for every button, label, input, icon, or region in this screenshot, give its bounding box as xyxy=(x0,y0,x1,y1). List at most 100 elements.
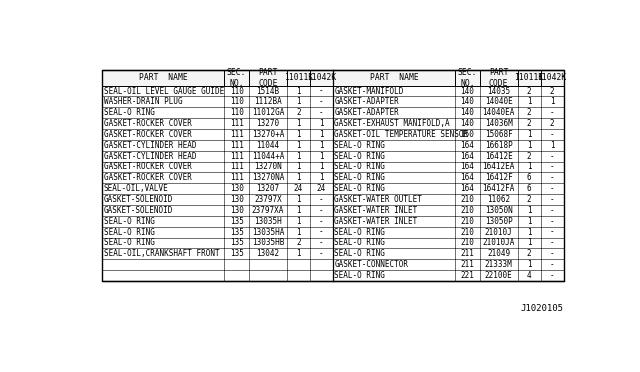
Text: 2: 2 xyxy=(527,195,531,204)
Text: 150: 150 xyxy=(460,130,474,139)
Text: 1: 1 xyxy=(527,260,531,269)
Text: -: - xyxy=(550,130,554,139)
Text: 23797XA: 23797XA xyxy=(252,206,284,215)
Text: -: - xyxy=(550,163,554,171)
Text: 210: 210 xyxy=(460,206,474,215)
Text: 1: 1 xyxy=(296,173,301,182)
Text: 1: 1 xyxy=(527,238,531,247)
Text: 1: 1 xyxy=(550,141,554,150)
Text: 140: 140 xyxy=(460,108,474,117)
Text: 1: 1 xyxy=(527,206,531,215)
Text: 14036M: 14036M xyxy=(484,119,513,128)
Text: SEAL-O RING: SEAL-O RING xyxy=(104,228,155,237)
Text: 24: 24 xyxy=(317,184,326,193)
Text: 135: 135 xyxy=(230,228,244,237)
Text: GASKET-ROCKER COVER: GASKET-ROCKER COVER xyxy=(104,173,192,182)
Text: -: - xyxy=(319,228,324,237)
Text: 1: 1 xyxy=(527,217,531,226)
Text: 1: 1 xyxy=(527,163,531,171)
Text: 164: 164 xyxy=(460,173,474,182)
Text: SEAL-O RING: SEAL-O RING xyxy=(104,217,155,226)
Text: 1: 1 xyxy=(296,228,301,237)
Text: 13207: 13207 xyxy=(257,184,280,193)
Text: PART  NAME: PART NAME xyxy=(139,74,188,83)
Text: 1: 1 xyxy=(296,163,301,171)
Text: SEAL-O RING: SEAL-O RING xyxy=(335,152,385,161)
Text: GASKET-OIL TEMPERATURE SENSOR: GASKET-OIL TEMPERATURE SENSOR xyxy=(335,130,468,139)
Text: 1: 1 xyxy=(296,97,301,106)
Text: 11062: 11062 xyxy=(487,195,510,204)
Text: PART  NAME: PART NAME xyxy=(370,74,419,83)
Text: -: - xyxy=(319,97,324,106)
Text: -: - xyxy=(319,206,324,215)
Text: 21049: 21049 xyxy=(487,249,510,258)
Text: 13035H: 13035H xyxy=(254,217,282,226)
Text: 110: 110 xyxy=(230,87,244,96)
Bar xyxy=(102,70,333,86)
Text: 24: 24 xyxy=(294,184,303,193)
Text: 11042K: 11042K xyxy=(307,74,336,83)
Text: PART
CODE: PART CODE xyxy=(489,68,508,87)
Text: 14040E: 14040E xyxy=(484,97,513,106)
Text: 1: 1 xyxy=(319,163,324,171)
Text: -: - xyxy=(550,238,554,247)
Text: GASKET-WATER INLET: GASKET-WATER INLET xyxy=(335,217,418,226)
Text: 13270+A: 13270+A xyxy=(252,130,284,139)
Text: 210: 210 xyxy=(460,217,474,226)
Text: GASKET-CONNECTOR: GASKET-CONNECTOR xyxy=(335,260,408,269)
Text: SEAL-O RING: SEAL-O RING xyxy=(104,238,155,247)
Text: 21333M: 21333M xyxy=(484,260,513,269)
Text: -: - xyxy=(550,173,554,182)
Text: 1: 1 xyxy=(319,173,324,182)
Text: GASKET-ROCKER COVER: GASKET-ROCKER COVER xyxy=(104,119,192,128)
Text: SEAL-O RING: SEAL-O RING xyxy=(335,271,385,280)
Text: 1: 1 xyxy=(296,130,301,139)
Text: 11042K: 11042K xyxy=(538,74,567,83)
Text: -: - xyxy=(550,195,554,204)
Bar xyxy=(333,70,564,86)
Text: 111: 111 xyxy=(230,152,244,161)
Text: -: - xyxy=(550,108,554,117)
Text: 2: 2 xyxy=(296,108,301,117)
Text: -: - xyxy=(550,217,554,226)
Text: 135: 135 xyxy=(230,249,244,258)
Text: 11011K: 11011K xyxy=(284,74,313,83)
Text: 1: 1 xyxy=(296,119,301,128)
Text: 11044: 11044 xyxy=(257,141,280,150)
Text: 111: 111 xyxy=(230,141,244,150)
Text: 1: 1 xyxy=(319,119,324,128)
Text: 1: 1 xyxy=(319,141,324,150)
Text: 111: 111 xyxy=(230,163,244,171)
Text: 11012GA: 11012GA xyxy=(252,108,284,117)
Text: GASKET-ADAPTER: GASKET-ADAPTER xyxy=(335,108,399,117)
Text: 1: 1 xyxy=(296,152,301,161)
Text: 1: 1 xyxy=(296,249,301,258)
Text: 110: 110 xyxy=(230,108,244,117)
Text: SEAL-O RING: SEAL-O RING xyxy=(335,228,385,237)
Text: 21010JA: 21010JA xyxy=(483,238,515,247)
Text: 13050N: 13050N xyxy=(484,206,513,215)
Text: SEC.
NO.: SEC. NO. xyxy=(227,68,246,87)
Text: 221: 221 xyxy=(460,271,474,280)
Text: 210: 210 xyxy=(460,228,474,237)
Text: GASKET-CYLINDER HEAD: GASKET-CYLINDER HEAD xyxy=(104,141,196,150)
Text: 1: 1 xyxy=(296,206,301,215)
Text: 2: 2 xyxy=(296,238,301,247)
Text: 211: 211 xyxy=(460,249,474,258)
Text: -: - xyxy=(319,87,324,96)
Text: -: - xyxy=(319,217,324,226)
Text: -: - xyxy=(550,228,554,237)
Text: 13270N: 13270N xyxy=(254,163,282,171)
Bar xyxy=(102,70,564,281)
Text: 14040EA: 14040EA xyxy=(483,108,515,117)
Text: GASKET-SOLENOID: GASKET-SOLENOID xyxy=(104,195,173,204)
Text: 211: 211 xyxy=(460,260,474,269)
Text: GASKET-ROCKER COVER: GASKET-ROCKER COVER xyxy=(104,163,192,171)
Text: -: - xyxy=(319,238,324,247)
Text: 13035HB: 13035HB xyxy=(252,238,284,247)
Text: -: - xyxy=(319,249,324,258)
Text: 111: 111 xyxy=(230,130,244,139)
Text: 140: 140 xyxy=(460,119,474,128)
Text: 22100E: 22100E xyxy=(484,271,513,280)
Text: 164: 164 xyxy=(460,163,474,171)
